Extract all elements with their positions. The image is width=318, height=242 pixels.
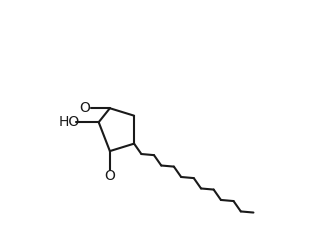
Text: HO: HO (58, 115, 80, 129)
Text: O: O (104, 169, 115, 183)
Text: O: O (79, 101, 90, 115)
